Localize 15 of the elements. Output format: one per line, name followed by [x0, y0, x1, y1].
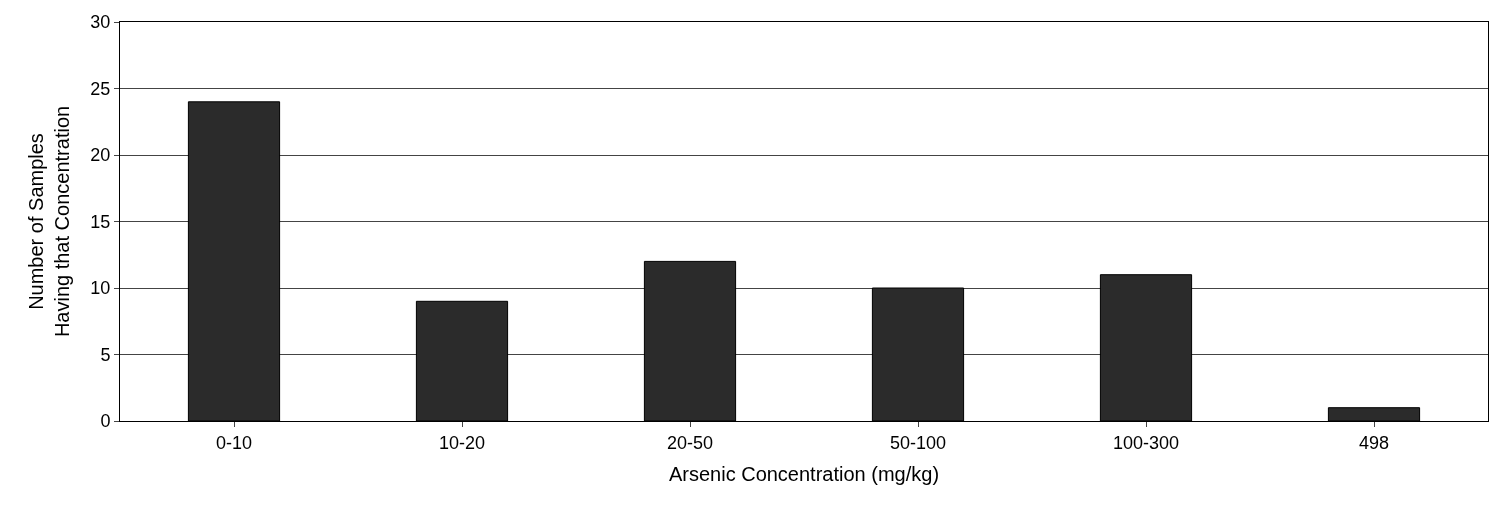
x-tick-label: 0-10 [215, 432, 253, 453]
y-tick-label: 15 [90, 211, 111, 232]
y-tick-label: 0 [100, 411, 111, 432]
x-axis-title: Arsenic Concentration (mg/kg) [668, 463, 940, 486]
y-tick-label: 5 [100, 344, 111, 365]
x-tick-label: 100-300 [1112, 432, 1180, 453]
y-tick-label: 25 [90, 78, 111, 99]
x-tick-label: 498 [1358, 432, 1390, 453]
y-tick-label: 10 [90, 278, 111, 299]
y-tick-label: 20 [90, 145, 111, 166]
y-tick-label: 30 [90, 12, 111, 33]
x-tick-label: 20-50 [666, 432, 714, 453]
y-axis-title: Number of Samples Having that Concentration [24, 105, 73, 338]
x-tick-label: 10-20 [438, 432, 486, 453]
x-tick-label: 50-100 [889, 432, 947, 453]
